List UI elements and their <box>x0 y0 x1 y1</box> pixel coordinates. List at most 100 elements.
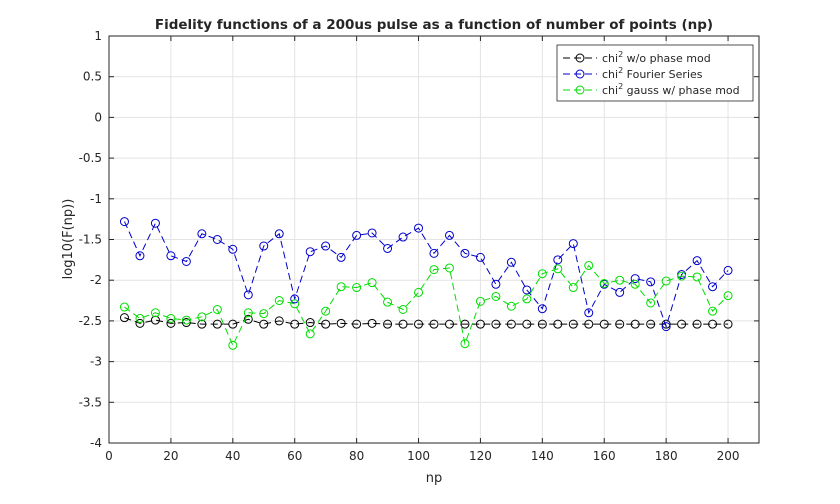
y-tick-label: 0.5 <box>83 70 102 84</box>
data-point <box>135 318 145 328</box>
data-point <box>398 232 408 242</box>
data-point <box>723 291 733 301</box>
data-point <box>367 278 377 288</box>
data-point <box>599 278 609 288</box>
legend-swatch-marker <box>575 69 585 79</box>
data-point <box>537 319 547 329</box>
data-point <box>692 272 702 282</box>
data-point <box>630 319 640 329</box>
legend-label-prefix: chi <box>602 52 618 65</box>
legend-box <box>556 44 754 102</box>
data-point <box>321 241 331 251</box>
data-point <box>646 298 656 308</box>
data-point <box>181 318 191 328</box>
data-point <box>646 277 656 287</box>
data-point <box>352 319 362 329</box>
legend-label: chi2 w/o phase mod <box>602 50 711 65</box>
data-point <box>398 319 408 329</box>
data-point <box>677 319 687 329</box>
data-point <box>522 319 532 329</box>
plot-series <box>119 217 733 350</box>
grid-lines <box>108 35 759 444</box>
data-point <box>444 319 454 329</box>
data-point <box>150 218 160 228</box>
data-point <box>274 296 284 306</box>
series-2 <box>119 217 733 332</box>
data-point <box>568 283 578 293</box>
y-tick-label: -2.5 <box>79 314 102 328</box>
data-point <box>444 263 454 273</box>
data-point <box>212 319 222 329</box>
data-point <box>692 319 702 329</box>
legend-label-suffix: w/o phase mod <box>623 52 711 65</box>
data-point <box>475 319 485 329</box>
data-point <box>243 308 253 318</box>
data-point <box>228 340 238 350</box>
data-point <box>181 315 191 325</box>
data-point <box>553 264 563 274</box>
data-point <box>166 251 176 261</box>
data-point <box>553 319 563 329</box>
y-tick-label: -3.5 <box>79 395 102 409</box>
data-point <box>414 287 424 297</box>
data-point <box>259 241 269 251</box>
legend-label-prefix: chi <box>602 84 618 97</box>
legend-label: chi2 gauss w/ phase mod <box>602 82 740 97</box>
x-tick-label: 180 <box>655 449 678 463</box>
data-point <box>352 230 362 240</box>
data-point <box>506 257 516 267</box>
data-point <box>429 319 439 329</box>
data-point <box>274 316 284 326</box>
data-point <box>119 302 129 312</box>
data-point <box>646 319 656 329</box>
data-point <box>630 279 640 289</box>
y-tick-label: -0.5 <box>79 151 102 165</box>
data-point <box>460 339 470 349</box>
data-point <box>692 256 702 266</box>
data-point <box>398 305 408 315</box>
data-point <box>708 319 718 329</box>
data-point <box>383 243 393 253</box>
legend-item: chi2 gauss w/ phase mod <box>563 82 740 97</box>
x-tick-label: 120 <box>469 449 492 463</box>
data-point <box>460 319 470 329</box>
data-point <box>119 313 129 323</box>
y-axis-label: log10(F(np)) <box>61 199 76 280</box>
data-point <box>661 319 671 329</box>
data-point <box>429 265 439 275</box>
data-point <box>460 248 470 258</box>
legend-label-prefix: chi <box>602 68 618 81</box>
data-point <box>723 319 733 329</box>
data-point <box>243 290 253 300</box>
series-line <box>124 264 729 347</box>
series-3 <box>119 261 733 350</box>
data-point <box>491 319 501 329</box>
data-point <box>243 314 253 324</box>
data-point <box>166 318 176 328</box>
y-tick-label: -1.5 <box>79 233 102 247</box>
data-point <box>723 265 733 275</box>
legend-swatch-marker <box>575 85 585 95</box>
data-point <box>414 319 424 329</box>
data-point <box>274 229 284 239</box>
y-tick-label: -3 <box>90 355 102 369</box>
data-point <box>522 285 532 295</box>
data-point <box>367 228 377 238</box>
x-tick-label: 200 <box>717 449 740 463</box>
plot-frame <box>108 35 760 444</box>
data-point <box>584 319 594 329</box>
data-point <box>228 244 238 254</box>
data-point <box>336 318 346 328</box>
series-line <box>124 317 729 325</box>
data-point <box>661 276 671 286</box>
data-point <box>491 291 501 301</box>
x-tick-label: 140 <box>531 449 554 463</box>
data-point <box>259 319 269 329</box>
data-point <box>150 308 160 318</box>
data-point <box>568 239 578 249</box>
data-point <box>491 279 501 289</box>
data-point <box>305 318 315 328</box>
data-point <box>677 271 687 281</box>
legend-swatch-marker <box>575 53 585 63</box>
